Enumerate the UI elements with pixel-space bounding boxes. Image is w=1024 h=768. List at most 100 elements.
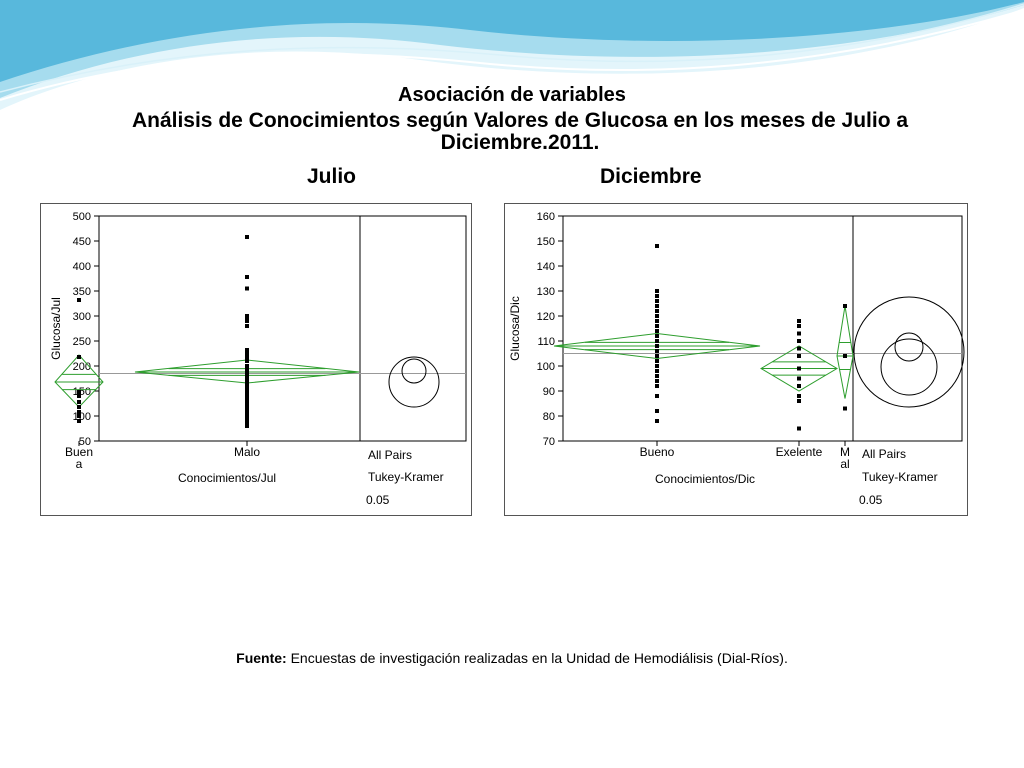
- data-point: [245, 366, 249, 371]
- data-point: [797, 339, 801, 343]
- data-point: [797, 376, 801, 381]
- data-point: [655, 364, 659, 368]
- data-point: [797, 354, 801, 358]
- data-point: [77, 419, 81, 423]
- data-point: [245, 401, 249, 406]
- data-point: [77, 410, 81, 414]
- y-tick-label: 160: [537, 211, 555, 223]
- y-tick-label: 50: [79, 436, 91, 448]
- plot-frame: [98, 215, 361, 442]
- comparison-frame: [852, 215, 963, 442]
- data-point: [245, 319, 249, 323]
- data-point: [245, 404, 249, 408]
- data-point: [245, 355, 249, 359]
- y-tick-label: 400: [73, 261, 91, 273]
- data-point: [245, 416, 249, 421]
- data-point: [797, 346, 801, 351]
- data-point: [797, 426, 801, 431]
- x-category-label: Malo: [234, 445, 260, 459]
- comparison-circle: [880, 338, 938, 396]
- data-point: [245, 391, 249, 396]
- y-tick-label: 200: [73, 361, 91, 373]
- data-point: [655, 419, 659, 423]
- data-point: [245, 409, 249, 413]
- data-point: [245, 384, 249, 388]
- data-point: [797, 366, 801, 371]
- comparison-frame: [359, 215, 467, 442]
- data-point: [655, 329, 659, 333]
- data-point: [655, 394, 659, 398]
- data-point: [655, 384, 659, 388]
- y-tick-label: 100: [537, 361, 555, 373]
- data-point: [245, 359, 249, 363]
- data-point: [245, 369, 249, 373]
- data-point: [245, 411, 249, 416]
- x-category-label: a: [76, 457, 83, 471]
- data-point: [797, 324, 801, 328]
- data-point: [245, 371, 249, 376]
- data-point: [245, 414, 249, 418]
- data-point: [245, 419, 249, 423]
- data-point: [797, 331, 801, 336]
- data-point: [655, 244, 659, 248]
- y-tick-label: 90: [543, 386, 555, 398]
- y-tick-label: 130: [537, 286, 555, 298]
- data-point: [655, 374, 659, 378]
- data-point: [655, 359, 659, 363]
- data-point: [655, 354, 659, 358]
- y-axis-label: Glucosa/Dic: [508, 296, 522, 361]
- data-point: [655, 339, 659, 343]
- data-point: [655, 349, 659, 353]
- source-note: Fuente: Encuestas de investigación reali…: [0, 650, 1024, 666]
- data-point: [245, 376, 249, 381]
- y-tick-label: 300: [73, 311, 91, 323]
- data-point: [655, 324, 659, 328]
- y-tick-label: 110: [537, 336, 555, 348]
- x-category-label: Bueno: [640, 445, 675, 459]
- data-point: [655, 289, 659, 293]
- slide-title: Asociación de variables: [398, 84, 626, 106]
- data-point: [77, 298, 81, 302]
- slide-subtitle: Análisis de Conocimientos según Valores …: [131, 109, 909, 154]
- data-point: [797, 399, 801, 403]
- data-point: [655, 299, 659, 303]
- means-diamond-mal: [836, 305, 854, 399]
- month-label-diciembre: Diciembre: [600, 165, 702, 188]
- data-point: [245, 379, 249, 383]
- x-category-label: Buen: [65, 445, 93, 459]
- data-point: [655, 334, 659, 338]
- data-point: [655, 304, 659, 308]
- data-point: [245, 421, 249, 426]
- data-point: [655, 409, 659, 413]
- x-category-label: M: [840, 445, 850, 459]
- comparison-circle: [853, 296, 965, 408]
- source-label: Fuente:: [236, 650, 287, 666]
- data-point: [77, 390, 81, 394]
- decorative-wave-header: [0, 0, 1024, 110]
- data-point: [843, 406, 847, 411]
- comparison-title: All Pairs: [368, 448, 413, 462]
- plot-frame: [562, 215, 854, 442]
- data-point: [655, 344, 659, 348]
- chart-panel-diciembre: 70 80 90 100 110 120 130 140 150 160 Glucosa/Dic Bu…: [504, 203, 968, 516]
- y-tick-label: 450: [73, 236, 91, 248]
- y-tick-label: 250: [73, 336, 91, 348]
- data-point: [77, 355, 81, 359]
- data-point: [245, 394, 249, 398]
- data-point: [843, 354, 847, 358]
- comparison-circle: [388, 356, 440, 408]
- comparison-circle: [401, 358, 427, 384]
- data-point: [77, 414, 81, 418]
- comparison-alpha: 0.05: [366, 493, 390, 507]
- data-point: [245, 316, 249, 321]
- data-point: [245, 324, 249, 328]
- data-point: [843, 304, 847, 308]
- data-point: [245, 374, 249, 378]
- data-point: [655, 369, 659, 373]
- data-point: [797, 319, 801, 323]
- y-tick-label: 500: [73, 211, 91, 223]
- month-label-julio: Julio: [307, 165, 357, 188]
- data-point: [797, 394, 801, 398]
- data-point: [245, 235, 249, 239]
- data-point: [245, 406, 249, 411]
